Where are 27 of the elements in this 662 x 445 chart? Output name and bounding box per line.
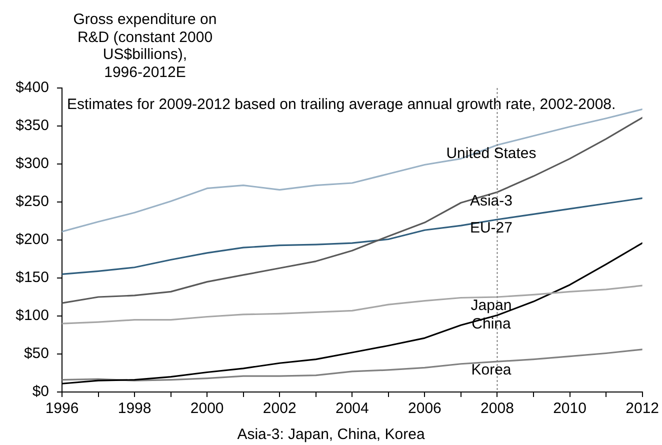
- series-label: Asia-3: [470, 192, 512, 210]
- series-label: Korea: [471, 362, 512, 379]
- x-tick-label: 1998: [118, 400, 152, 418]
- x-tick-label: 2004: [335, 400, 369, 418]
- text: Gross expenditure on R&D (constant 2000 US$billions), 1996-2012E: [73, 11, 217, 80]
- x-tick-label: 2012: [626, 400, 660, 418]
- y-tick-label: $400: [16, 79, 49, 96]
- y-tick-label: $0: [32, 383, 49, 400]
- series-label: EU-27: [470, 220, 512, 237]
- x-tick-label: 2008: [480, 400, 514, 418]
- series-label: China: [472, 315, 512, 332]
- x-tick-label: 2000: [190, 400, 224, 418]
- series-label: Japan: [470, 297, 512, 314]
- y-tick-label: $200: [16, 231, 49, 248]
- text: Asia-3: Japan, China, Korea: [236, 426, 426, 443]
- x-tick-label: 1996: [45, 400, 79, 418]
- series-label: United States: [446, 145, 536, 162]
- y-tick-label: $100: [16, 307, 49, 324]
- annotation: Estimates for 2009-2012 based on trailing average annual growth rate, 2002-2008.: [67, 96, 616, 113]
- y-tick-label: $350: [16, 117, 49, 134]
- y-tick-label: $250: [16, 193, 49, 210]
- y-tick-label: $300: [16, 155, 49, 172]
- y-tick-label: $50: [24, 345, 49, 362]
- x-tick-label: 2010: [553, 400, 586, 418]
- y-tick-label: $150: [16, 269, 49, 286]
- x-tick-label: 2006: [408, 400, 442, 418]
- x-tick-label: 2002: [262, 400, 296, 418]
